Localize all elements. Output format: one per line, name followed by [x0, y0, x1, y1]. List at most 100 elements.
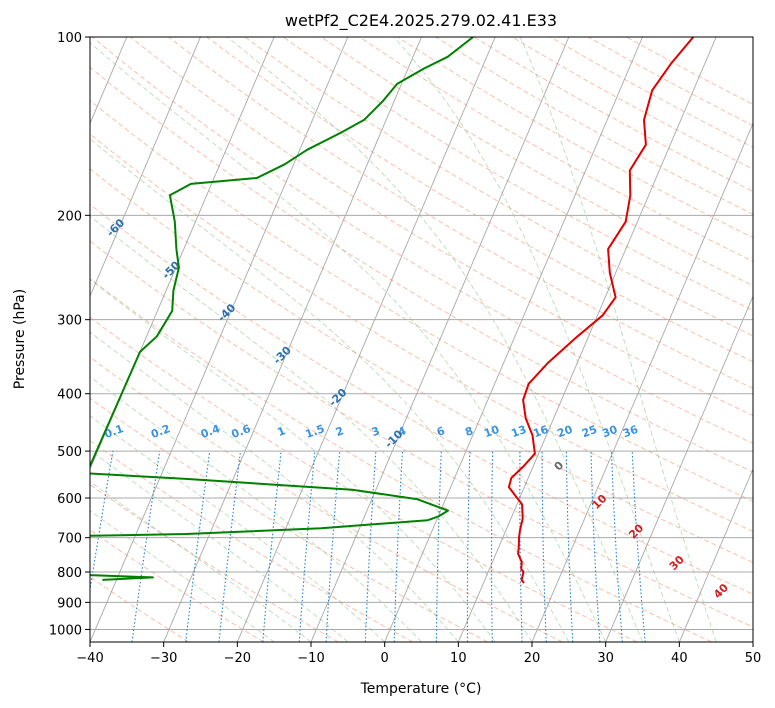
isotherm-line: [457, 37, 717, 642]
y-tick-label: 1000: [49, 623, 82, 638]
mixing-ratio-label: 0.4: [199, 422, 222, 441]
moist-adiabat: [227, 37, 643, 642]
isotherm-line: [310, 37, 570, 642]
moist-adiabat-label: 40: [711, 581, 731, 601]
dry-adiabat: [90, 203, 753, 595]
mixing-ratio-line: [435, 451, 442, 642]
dry-adiabat: [90, 278, 712, 642]
mixing-ratio-label: 36: [621, 423, 640, 441]
axis-ticks: −40 −30 −20 −10 0 10 20 30 40 5010020030040050060…: [49, 31, 761, 666]
mixing-ratio-line: [610, 451, 623, 642]
mixing-ratio-line: [325, 451, 341, 642]
isotherm-line: [384, 37, 643, 642]
x-tick-label: 10: [450, 651, 467, 666]
y-tick-label: 800: [57, 566, 82, 581]
isotherm-line: [90, 37, 349, 642]
mixing-ratio-line: [298, 451, 316, 642]
dry-adiabat: [168, 37, 753, 389]
x-tick-label: 20: [524, 651, 541, 666]
plot-area: 0.10.20.40.611.52346810131620253036-100-…: [0, 37, 753, 642]
dewpoint-line: [90, 37, 474, 581]
mixing-ratio-label: 20: [556, 423, 575, 441]
dry-adiabat-label: -30: [271, 344, 294, 367]
dry-adiabat: [90, 356, 563, 642]
mixing-ratio-line: [364, 451, 377, 642]
mixing-ratio-line: [541, 451, 547, 642]
y-tick-label: 900: [57, 596, 82, 611]
moist-adiabat: [90, 138, 570, 642]
moist-adiabat: [90, 376, 422, 642]
isotherm-line: [90, 37, 275, 471]
dry-adiabat-label: -50: [160, 258, 183, 281]
dry-adiabat-label: -60: [104, 216, 127, 239]
mixing-ratio-line: [466, 451, 471, 642]
dry-adiabat: [90, 168, 753, 563]
mixing-ratio-line: [590, 451, 601, 642]
mixing-ratio-line: [185, 451, 211, 642]
isotherm-line: [752, 640, 753, 642]
mixing-ratio-label: 16: [531, 423, 550, 441]
mixing-ratio-lines: [90, 451, 646, 642]
isotherm-line: [163, 37, 422, 642]
y-tick-label: 100: [57, 31, 82, 46]
mixing-ratio-line: [519, 451, 523, 642]
mixing-ratio-line: [393, 451, 404, 642]
dry-adiabat: [90, 66, 753, 473]
mixing-ratio-label: 30: [600, 423, 619, 441]
dry-adiabat: [90, 133, 753, 533]
dry-adiabat: [588, 37, 753, 127]
y-tick-label: 400: [57, 388, 82, 403]
mixing-ratio-label: 13: [509, 423, 528, 440]
mixing-ratio-label: 25: [580, 423, 599, 440]
mixing-ratio-line: [131, 451, 161, 642]
mixing-ratio-line: [90, 451, 114, 594]
moist-adiabat: [519, 37, 717, 642]
x-tick-label: 0: [381, 651, 389, 666]
x-axis-label: Temperature (°C): [360, 681, 482, 697]
moist-adiabat: [90, 509, 275, 642]
dry-adiabat: [90, 529, 264, 642]
moist-adiabats: [90, 37, 717, 642]
dry-adiabat: [549, 37, 753, 148]
dry-adiabat-label: -70: [48, 175, 71, 198]
moist-adiabat: [90, 215, 533, 642]
profile-series: [90, 37, 695, 584]
dry-adiabats: [90, 37, 753, 642]
mixing-ratio-line: [631, 451, 646, 642]
isotherm-line: [678, 467, 753, 642]
mixing-ratio-label: 0.2: [149, 422, 172, 441]
mixing-ratio-label: 3: [370, 424, 382, 439]
mixing-ratio-line: [565, 451, 574, 642]
isotherm-line: [236, 37, 496, 642]
mixing-ratio-line: [262, 451, 282, 642]
x-tick-label: −10: [297, 651, 324, 666]
dry-adiabat: [282, 37, 753, 312]
y-tick-label: 300: [57, 314, 82, 329]
dry-adiabat: [90, 240, 753, 628]
dry-adiabat: [90, 397, 488, 642]
y-tick-label: 200: [57, 209, 82, 224]
moist-adiabat: [90, 331, 459, 642]
mixing-ratio-label: 1: [276, 424, 288, 439]
dry-adiabat-label: -80: [0, 134, 15, 157]
moist-adiabat: [90, 278, 496, 642]
x-tick-label: −30: [150, 651, 177, 666]
x-tick-label: 50: [745, 651, 762, 666]
x-tick-label: −40: [76, 651, 103, 666]
plot-frame: [89, 36, 754, 643]
moist-adiabat-label: 20: [626, 521, 646, 541]
moist-adiabat: [90, 480, 312, 642]
isotherm-line: [531, 122, 753, 642]
isotherms: [90, 37, 753, 642]
mixing-ratio-label: 1.5: [304, 422, 327, 441]
dry-adiabat: [244, 37, 753, 337]
temperature-line: [507, 37, 695, 584]
line-labels: 0.10.20.40.611.52346810131620253036-100-…: [0, 134, 732, 601]
y-tick-label: 600: [57, 492, 82, 507]
moist-adiabat: [90, 449, 349, 642]
dry-adiabat: [206, 37, 753, 363]
y-tick-label: 500: [57, 445, 82, 460]
dry-adiabat: [91, 37, 753, 445]
dry-adiabat: [90, 99, 753, 502]
